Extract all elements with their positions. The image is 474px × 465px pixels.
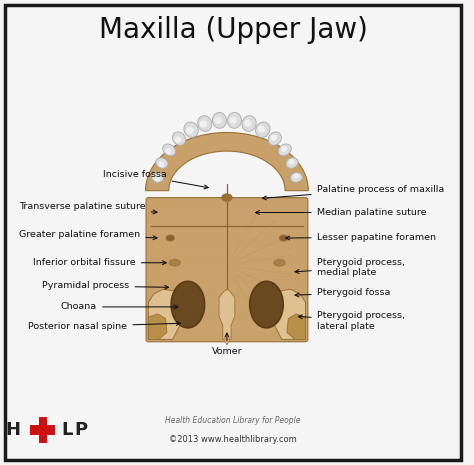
Text: Pyramidal process: Pyramidal process (42, 281, 169, 291)
Text: Choana: Choana (61, 302, 178, 312)
Polygon shape (258, 126, 265, 133)
Polygon shape (228, 113, 241, 128)
Polygon shape (186, 127, 194, 134)
FancyBboxPatch shape (29, 418, 38, 425)
Polygon shape (175, 136, 182, 143)
Polygon shape (198, 116, 212, 131)
Polygon shape (242, 116, 256, 131)
Ellipse shape (222, 194, 232, 201)
Polygon shape (286, 158, 298, 168)
Polygon shape (271, 134, 277, 141)
Polygon shape (148, 314, 167, 339)
Polygon shape (244, 120, 252, 126)
Text: Pterygoid process,
medial plate: Pterygoid process, medial plate (295, 258, 405, 277)
Text: Vomer: Vomer (211, 333, 242, 356)
Text: Health Education Library for People: Health Education Library for People (165, 416, 301, 425)
FancyBboxPatch shape (47, 418, 55, 425)
Text: Pterygoid fossa: Pterygoid fossa (295, 288, 390, 298)
Polygon shape (184, 122, 198, 137)
Polygon shape (291, 173, 302, 182)
Text: Posterior nasal spine: Posterior nasal spine (28, 321, 180, 331)
Text: Maxilla (Upper Jaw): Maxilla (Upper Jaw) (99, 16, 367, 44)
Polygon shape (255, 122, 270, 137)
FancyBboxPatch shape (47, 435, 55, 443)
Text: Lesser papatine foramen: Lesser papatine foramen (286, 232, 436, 242)
Polygon shape (287, 314, 306, 339)
Polygon shape (200, 120, 207, 127)
Polygon shape (158, 161, 164, 167)
FancyBboxPatch shape (29, 418, 55, 443)
Ellipse shape (166, 235, 174, 241)
Polygon shape (278, 144, 291, 156)
Polygon shape (148, 289, 181, 339)
Text: Greater palatine foramen: Greater palatine foramen (19, 230, 157, 240)
Polygon shape (165, 148, 172, 154)
Polygon shape (289, 159, 294, 165)
Polygon shape (224, 339, 230, 345)
Polygon shape (156, 158, 168, 168)
Text: Incisive fossa: Incisive fossa (103, 170, 208, 189)
Ellipse shape (169, 259, 181, 266)
Text: Inferior orbital fissure: Inferior orbital fissure (33, 258, 166, 267)
Text: L: L (61, 421, 73, 439)
Polygon shape (163, 144, 176, 156)
Polygon shape (229, 117, 237, 124)
Polygon shape (268, 132, 282, 146)
Text: H: H (6, 421, 21, 439)
Polygon shape (273, 289, 306, 339)
Polygon shape (155, 176, 160, 181)
Ellipse shape (273, 259, 285, 266)
Polygon shape (173, 132, 186, 146)
Text: ©2013 www.healthlibrary.com: ©2013 www.healthlibrary.com (169, 435, 297, 444)
Polygon shape (214, 117, 222, 124)
Ellipse shape (171, 281, 205, 328)
Polygon shape (219, 289, 235, 339)
Polygon shape (212, 113, 227, 128)
Polygon shape (293, 173, 299, 179)
FancyBboxPatch shape (146, 198, 308, 342)
FancyBboxPatch shape (29, 435, 38, 443)
Ellipse shape (280, 235, 288, 241)
Polygon shape (152, 173, 164, 182)
Text: P: P (74, 421, 87, 439)
Text: Palatine process of maxilla: Palatine process of maxilla (263, 185, 444, 200)
Ellipse shape (250, 281, 283, 328)
Polygon shape (146, 133, 308, 191)
Text: Transverse palatine suture: Transverse palatine suture (19, 202, 157, 214)
Text: Median palatine suture: Median palatine suture (255, 208, 426, 217)
Polygon shape (281, 146, 287, 152)
Text: Pterygoid process,
lateral plate: Pterygoid process, lateral plate (298, 311, 405, 331)
